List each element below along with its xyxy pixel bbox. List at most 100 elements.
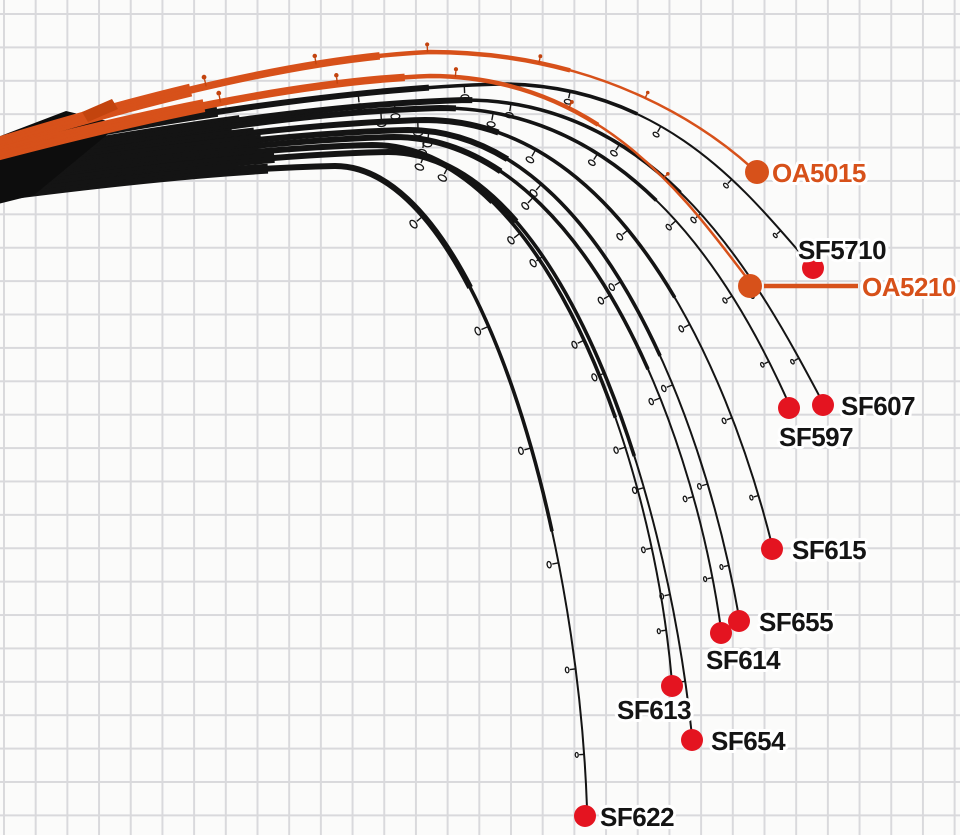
rod-guide-stem [597, 372, 605, 377]
rod-label-SF614: SF614 [706, 645, 781, 675]
rod-guide-ring [678, 325, 685, 333]
rod-guide-stem [568, 103, 572, 109]
rod-guide-stem [664, 593, 671, 597]
rod-guide-stem [701, 483, 708, 487]
rod-label-SF622: SF622 [600, 802, 674, 832]
rod-guide-ring [591, 373, 598, 382]
rod-guide-stem [794, 357, 800, 362]
rod-guide-ring [749, 494, 754, 501]
rod-guide-ring [474, 326, 482, 336]
rod-guide-ring [702, 576, 708, 583]
rod-tip-dot-SF615 [761, 538, 783, 560]
rod-guide-ring [571, 340, 578, 349]
rod-guide-stem [603, 294, 611, 300]
rod-tip-dot-OA5210 [738, 274, 762, 298]
rod-guide-ring [656, 628, 661, 635]
rod-guide-ring [507, 236, 515, 245]
rod-guide-stem [531, 149, 537, 157]
rod-label-SF5710: SF5710 [798, 235, 886, 265]
rod-guide-stem [524, 447, 532, 451]
rod-guide-ring [569, 100, 574, 104]
rod-guide-stem [513, 232, 521, 239]
rod-guide-ring [613, 446, 619, 454]
rod-guide-stem [644, 93, 648, 99]
rod-guide-ring [529, 258, 537, 268]
rod-guide-stem [622, 229, 629, 236]
rod-guide-ring [414, 163, 425, 171]
rod-guide-ring [546, 560, 552, 569]
rod-guide-stem [509, 103, 512, 112]
rod-guide-stem [637, 486, 645, 491]
rod-guide-stem [657, 125, 662, 133]
rod-guide-ring [722, 182, 729, 189]
rod-guide-ring [587, 159, 596, 167]
rod-guide-ring [425, 42, 430, 47]
rod-tip-dot-SF614 [710, 622, 732, 644]
rod-tip-dot-SF5710 [802, 257, 824, 279]
rod-label-SF613: SF613 [617, 695, 691, 725]
rod-guide-ring [409, 219, 418, 229]
rod-curve-SF655 [0, 124, 744, 618]
rod-guide-ring [682, 495, 688, 503]
rod-guide-ring [772, 232, 778, 239]
rod-curve-SF655 [0, 126, 742, 618]
rod-guide-ring [608, 283, 616, 292]
rod-guide-ring [564, 666, 570, 674]
rod-curve-SF654 [0, 148, 695, 737]
rod-curve-SF615 [0, 118, 773, 546]
rod-guide-ring [722, 297, 728, 304]
rod-curve-SF622 [0, 164, 588, 809]
rod-curve-SF613 [0, 143, 673, 683]
rod-guide-stem [666, 384, 673, 388]
rod-curve-SF622 [0, 164, 589, 809]
rod-guide-stem [203, 79, 207, 87]
rod-guide-stem [552, 562, 559, 565]
rod-curve-SF597 [0, 106, 790, 405]
rod-guide-stem [727, 178, 733, 185]
rod-curve-SF654 [0, 150, 693, 737]
rod-label-SF597: SF597 [779, 422, 853, 452]
rod-guide-ring [666, 172, 670, 176]
rod-guide-stem [577, 339, 585, 344]
rod-guide-ring [609, 149, 618, 157]
foregrip-bump [82, 99, 118, 122]
rod-guide-ring [665, 223, 672, 231]
rod-guide-ring [312, 53, 318, 59]
rod-guide-stem [380, 110, 383, 120]
rod-guide-stem [723, 564, 729, 568]
rod-guide-stem [683, 323, 691, 328]
rod-label-SF654: SF654 [711, 726, 786, 756]
rod-tip-dot-SF654 [681, 729, 703, 751]
rod-tip-dot-SF607 [812, 394, 834, 416]
rod-curve-SF622 [0, 160, 592, 809]
rod-guide-ring [759, 361, 765, 368]
rod-guide-stem [357, 93, 360, 103]
rod-curve-OA5210 [0, 74, 751, 283]
rod-guide-stem [753, 494, 759, 498]
rod-guide-ring [525, 156, 535, 164]
rod-curve-SF614 [0, 135, 722, 630]
rod-guide-stem [538, 57, 541, 64]
rod-guide-stem [618, 446, 626, 450]
rod-label-SF607: SF607 [841, 391, 915, 421]
rod-guide-ring [645, 90, 650, 95]
rod-guide-stem [416, 215, 424, 222]
rod-guide-stem [593, 153, 599, 161]
rod-guide-ring [721, 417, 727, 425]
rod-guide-ring [521, 201, 530, 210]
rod-guide-ring [648, 397, 655, 406]
rod-guide-ring [538, 54, 543, 59]
rod-guide-stem [661, 629, 667, 632]
rod-guide-ring [652, 131, 660, 138]
rod-label-OA5210: OA5210 [862, 272, 956, 302]
rod-guide-ring [719, 564, 724, 571]
rod-guide-ring [437, 174, 448, 182]
rod-tip-dot-SF622 [574, 805, 596, 827]
rod-guide-stem [663, 174, 668, 179]
rod-curve-SF655 [0, 128, 740, 618]
rod-guide-stem [615, 143, 621, 151]
rod-guide-ring [660, 384, 667, 393]
rod-curve-SF613 [0, 141, 675, 683]
